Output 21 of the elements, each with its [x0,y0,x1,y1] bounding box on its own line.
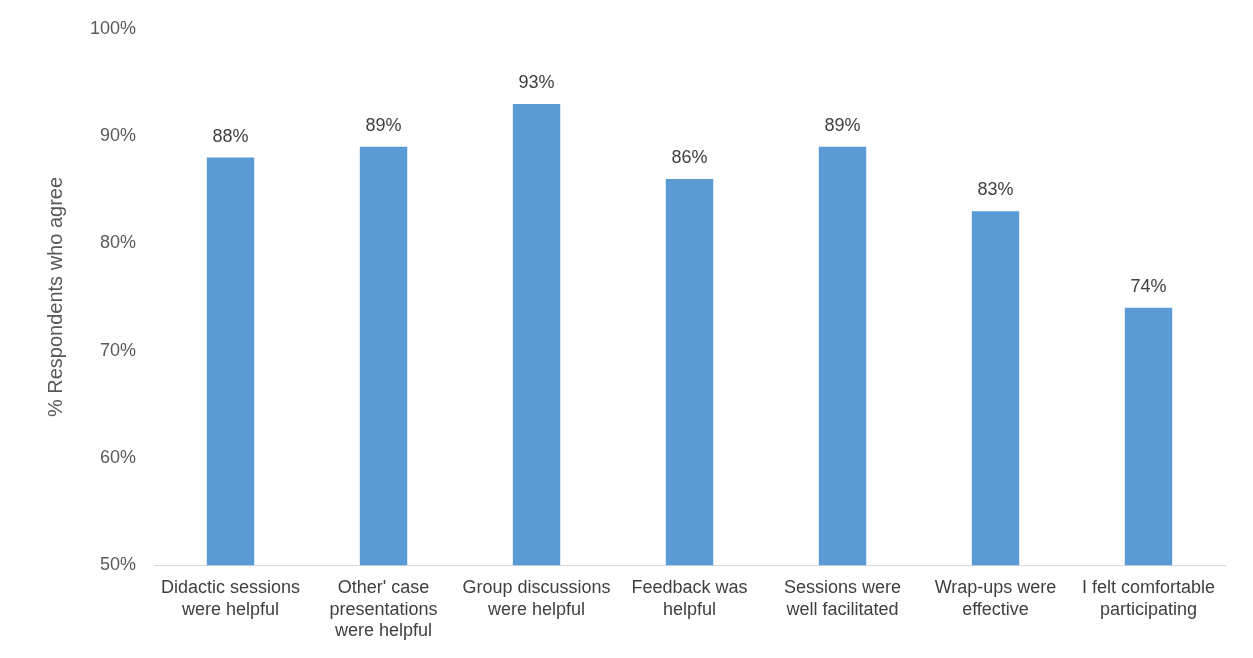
data-label: 89% [824,114,861,135]
data-label: 74% [1130,275,1167,296]
x-tick-label: Other' case presentations were helpful [329,576,438,641]
x-tick-label: I felt comfortable participating [1081,576,1216,619]
x-tick-label: Didactic sessions were helpful [161,576,301,619]
data-label: 83% [977,179,1014,200]
data-label: 89% [365,114,402,135]
data-label: 88% [212,125,249,146]
y-tick-label: 90% [100,125,137,146]
y-tick-label: 80% [100,232,137,253]
x-tick-label: Sessions were well facilitated [783,576,902,619]
x-tick-label: Group discussions were helpful [462,576,611,619]
data-label: 86% [671,146,708,167]
y-tick-label: 70% [100,339,137,360]
x-tick-label: Wrap-ups were effective [934,576,1057,619]
y-axis-title: % Respondents who agree [43,176,66,418]
y-tick-label: 100% [89,17,137,38]
data-label: 93% [518,71,555,92]
y-tick-label: 60% [100,446,137,467]
x-tick-label: Feedback was helpful [631,576,748,619]
y-tick-label: 50% [100,554,137,575]
